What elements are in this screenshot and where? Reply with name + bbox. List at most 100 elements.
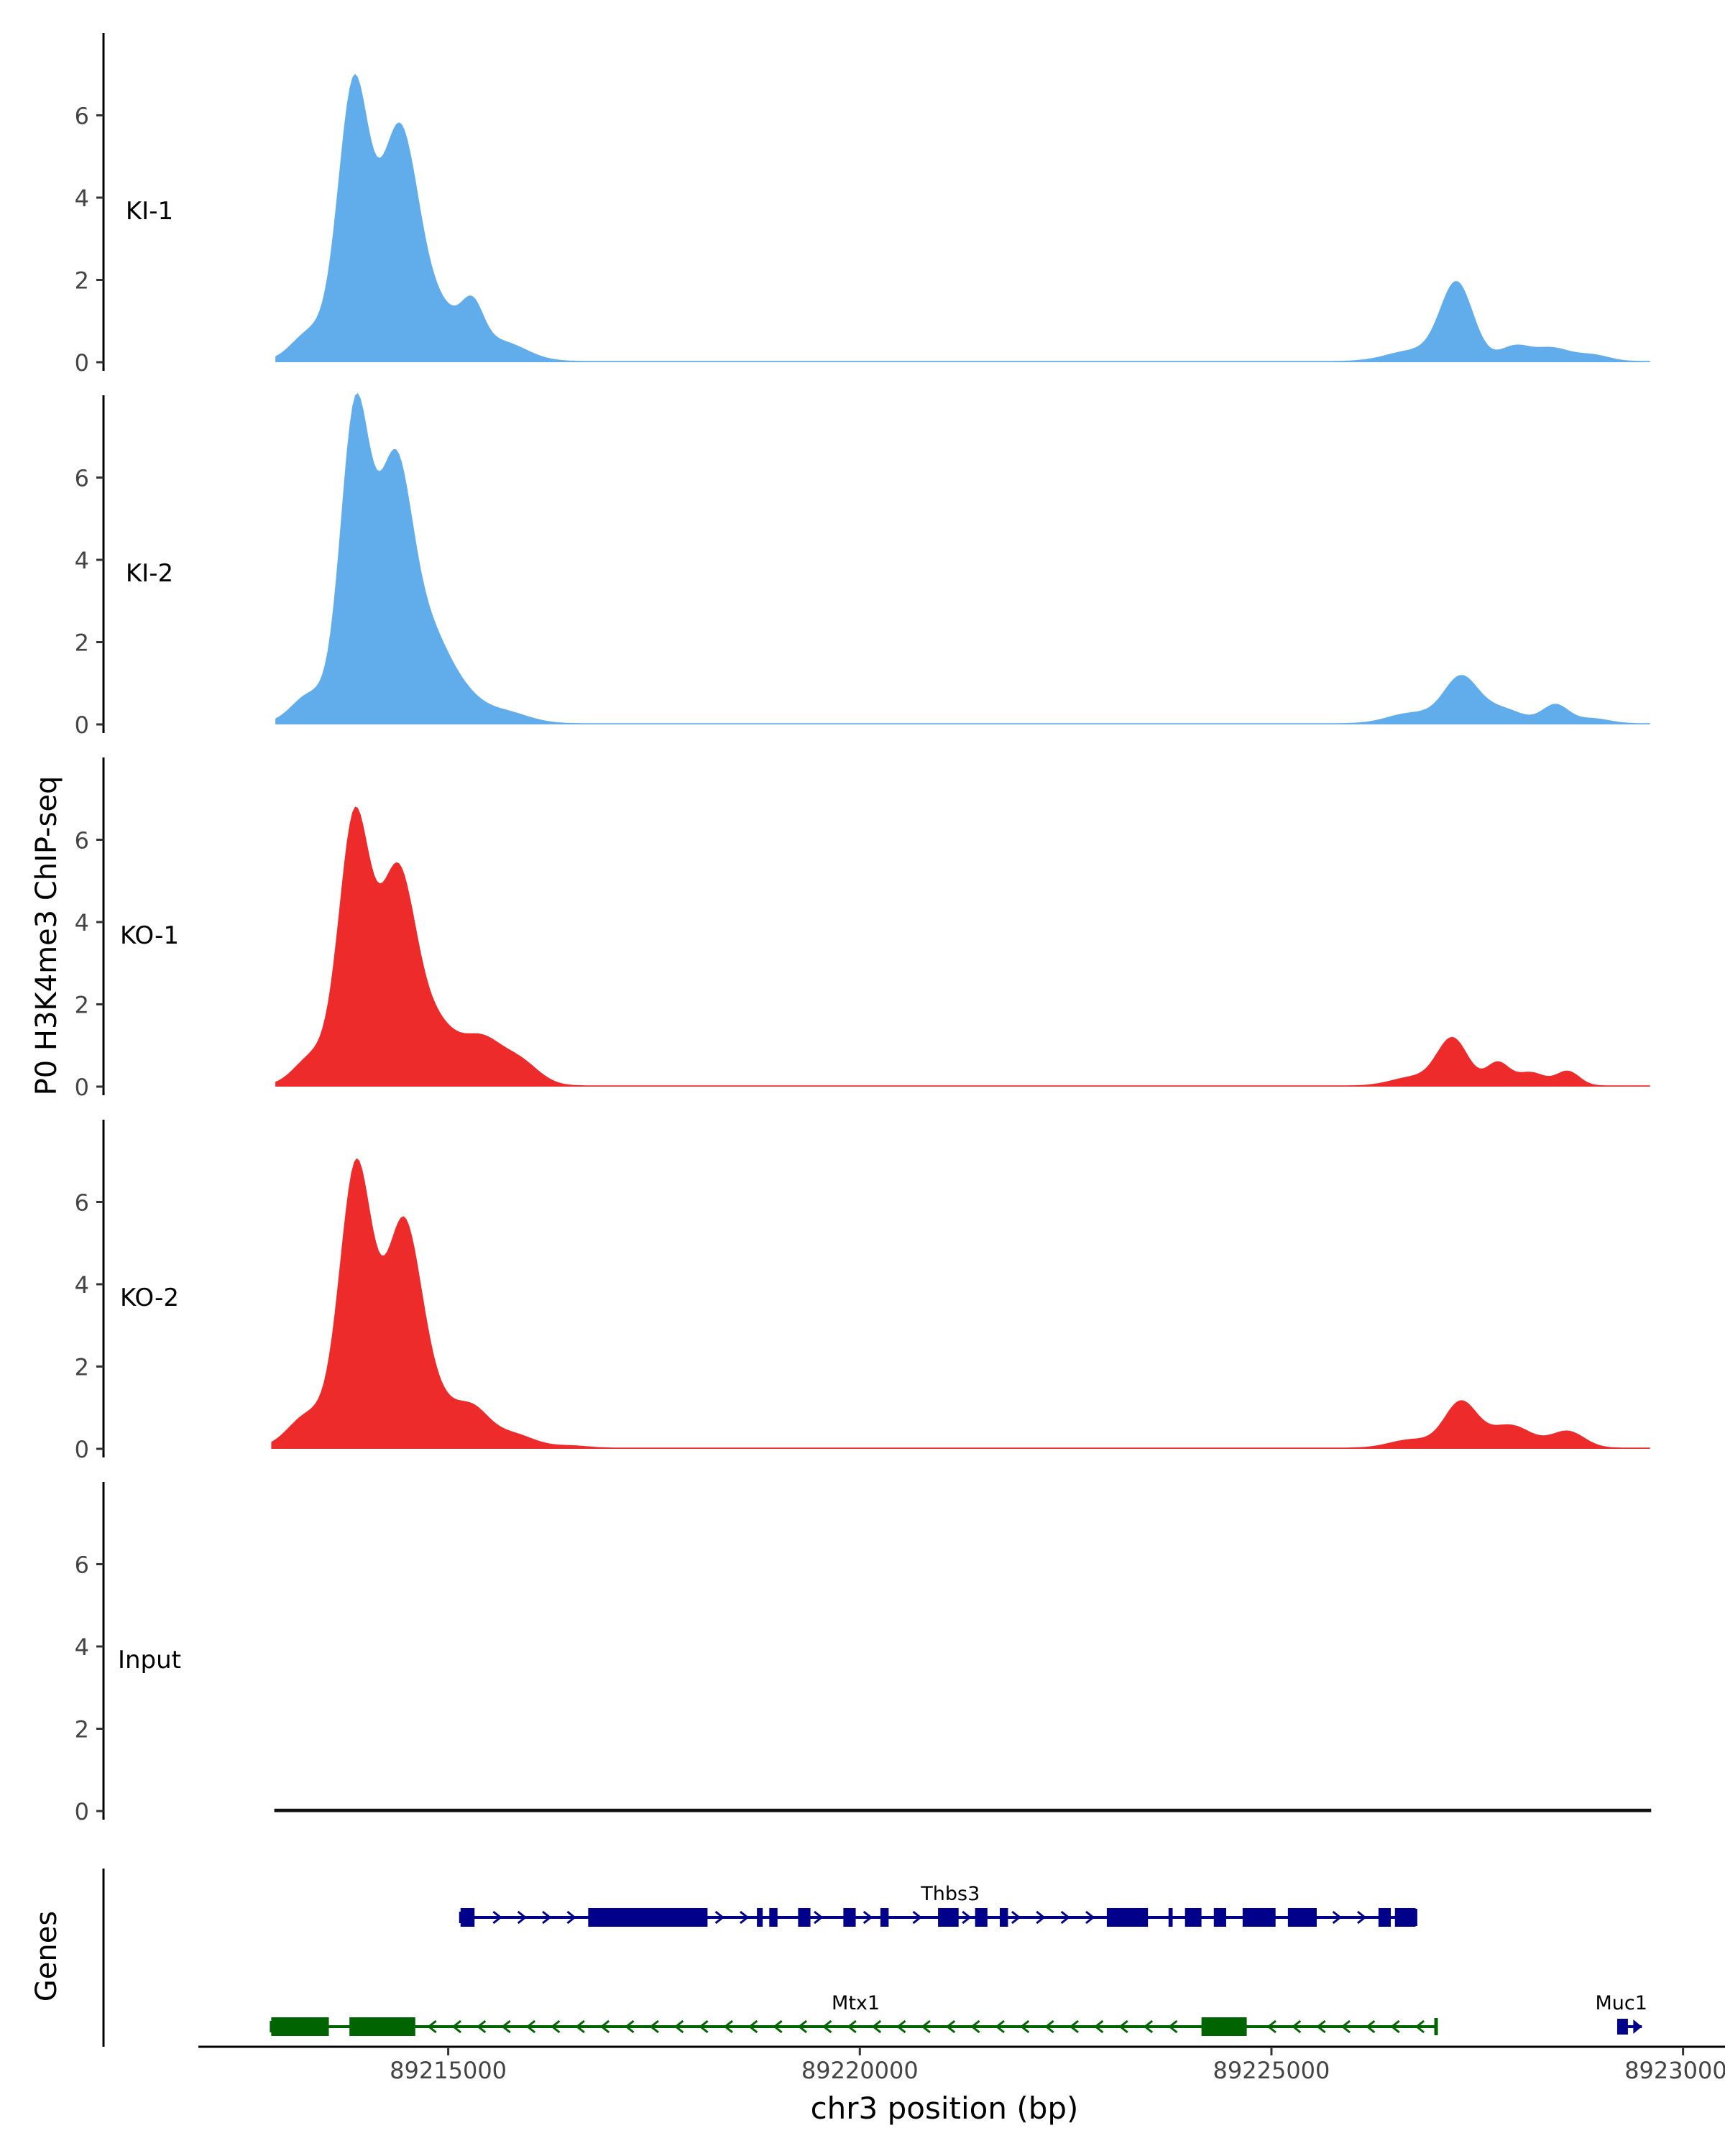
strand-arrow bbox=[1390, 2019, 1400, 2034]
x-tick-label: 89215000 bbox=[390, 2057, 507, 2084]
strand-arrow bbox=[773, 2019, 783, 2034]
y-tick-label: 6 bbox=[75, 465, 89, 492]
exon bbox=[349, 2017, 415, 2036]
strand-arrow bbox=[427, 2019, 437, 2034]
exon bbox=[798, 1908, 811, 1927]
strand-arrow bbox=[714, 1910, 724, 1925]
strand-arrow bbox=[896, 2019, 906, 2034]
y-tick-label: 0 bbox=[75, 1798, 89, 1825]
x-axis-title: chr3 position (bp) bbox=[811, 2091, 1079, 2126]
strand-arrow bbox=[871, 2019, 882, 2034]
strand-arrow bbox=[739, 1910, 750, 1925]
exon bbox=[975, 1908, 988, 1927]
exon bbox=[880, 1908, 889, 1927]
signal-area bbox=[274, 1808, 1652, 1812]
track-ko-2: 0 2 4 6 KO-2 bbox=[75, 1120, 1650, 1463]
gene-muc1: Muc1 bbox=[1596, 1992, 1647, 2035]
track-ko-1: 0 2 4 6 KO-1 bbox=[75, 757, 1650, 1101]
y-tick-label: 6 bbox=[75, 827, 89, 854]
gene-label: Muc1 bbox=[1596, 1992, 1647, 2014]
strand-arrow bbox=[1019, 2019, 1030, 2034]
exon bbox=[1213, 1908, 1226, 1927]
y-tick-label: 2 bbox=[75, 1354, 89, 1381]
strand-arrow bbox=[1085, 1910, 1095, 1925]
exon bbox=[938, 1908, 959, 1927]
strand-arrow bbox=[1414, 2019, 1425, 2034]
strand-arrow bbox=[551, 2019, 561, 2034]
genes-group: Thbs3 Mtx1 Muc1 bbox=[102, 1869, 1647, 2047]
gene-label: Thbs3 bbox=[920, 1883, 980, 1905]
strand-arrow bbox=[1168, 2019, 1178, 2034]
strand-arrow bbox=[921, 2019, 931, 2034]
strand-arrow bbox=[814, 1910, 824, 1925]
strand-arrow bbox=[847, 2019, 857, 2034]
strand-arrow bbox=[599, 2019, 610, 2034]
strand-arrow bbox=[995, 2019, 1005, 2034]
y-tick-label: 0 bbox=[75, 1074, 89, 1101]
gene-label: Mtx1 bbox=[832, 1992, 880, 2014]
exon bbox=[460, 1908, 475, 1927]
signal-area bbox=[275, 806, 1650, 1087]
strand-arrow bbox=[649, 2019, 659, 2034]
track-ki-2: 0 2 4 6 KI-2 bbox=[75, 392, 1650, 739]
strand-arrow bbox=[542, 1910, 552, 1925]
y-tick-label: 4 bbox=[75, 1271, 89, 1299]
track-label: KO-2 bbox=[120, 1284, 179, 1312]
track-label: Input bbox=[118, 1646, 181, 1674]
gene-thbs3: Thbs3 bbox=[459, 1883, 1417, 1927]
exon bbox=[1201, 2017, 1247, 2036]
strand-arrow bbox=[1011, 1910, 1021, 1925]
exon bbox=[843, 1908, 856, 1927]
exon bbox=[588, 1908, 708, 1927]
strand-arrow bbox=[912, 1910, 922, 1925]
exon bbox=[1106, 1908, 1149, 1927]
exon bbox=[1242, 1908, 1276, 1927]
track-label: KI-2 bbox=[126, 559, 173, 588]
y-tick-label: 0 bbox=[75, 1436, 89, 1463]
exon bbox=[1378, 1908, 1392, 1927]
tracks-group: 0 2 4 6 KI-1 0 2 4 6 KI-2 0 2 4 6 KO-1 0 2 4 6 KO-2 0 2 4 6 Inpu… bbox=[75, 33, 1652, 1825]
y-tick-label: 4 bbox=[75, 547, 89, 574]
strand-arrow bbox=[1266, 2019, 1276, 2034]
exon bbox=[1394, 1908, 1416, 1927]
strand-arrow bbox=[517, 1910, 528, 1925]
exon bbox=[1168, 1908, 1173, 1927]
x-tick-label: 89225000 bbox=[1213, 2057, 1330, 2084]
strand-arrow bbox=[501, 2019, 511, 2034]
x-tick-label: 89220000 bbox=[801, 2057, 919, 2084]
strand-arrow bbox=[699, 2019, 709, 2034]
y-tick-label: 2 bbox=[75, 630, 89, 657]
strand-arrow bbox=[822, 2019, 832, 2034]
strand-arrow bbox=[566, 1910, 576, 1925]
exon bbox=[1617, 2019, 1628, 2035]
y-tick-label: 6 bbox=[75, 103, 89, 130]
y-tick-label: 0 bbox=[75, 349, 89, 377]
strand-arrow bbox=[797, 2019, 808, 2034]
strand-arrow bbox=[1060, 1910, 1071, 1925]
y-tick-label: 6 bbox=[75, 1552, 89, 1579]
signal-area bbox=[271, 1158, 1650, 1449]
x-tick-label: 89230000 bbox=[1624, 2057, 1725, 2084]
y-axis-title: P0 H3K4me3 ChIP-seq bbox=[30, 776, 63, 1096]
strand-arrow bbox=[492, 1910, 502, 1925]
y-tick-label: 6 bbox=[75, 1189, 89, 1217]
gene-mtx1: Mtx1 bbox=[270, 1992, 1438, 2036]
strand-arrow bbox=[970, 2019, 980, 2034]
strand-arrow bbox=[1118, 2019, 1128, 2034]
strand-arrow bbox=[525, 2019, 536, 2034]
y-tick-label: 4 bbox=[75, 909, 89, 936]
strand-arrow bbox=[1332, 1910, 1342, 1925]
track-ki-1: 0 2 4 6 KI-1 bbox=[75, 33, 1650, 377]
strand-arrow bbox=[1633, 2019, 1642, 2034]
track-label: KO-1 bbox=[120, 921, 179, 950]
exon bbox=[1287, 1908, 1317, 1927]
strand-arrow bbox=[1143, 2019, 1154, 2034]
signal-area bbox=[275, 73, 1650, 363]
exon bbox=[271, 2017, 329, 2036]
y-tick-label: 2 bbox=[75, 267, 89, 295]
strand-arrow bbox=[1094, 2019, 1104, 2034]
strand-arrow bbox=[723, 2019, 733, 2034]
y-tick-label: 0 bbox=[75, 711, 89, 739]
strand-arrow bbox=[962, 1910, 972, 1925]
